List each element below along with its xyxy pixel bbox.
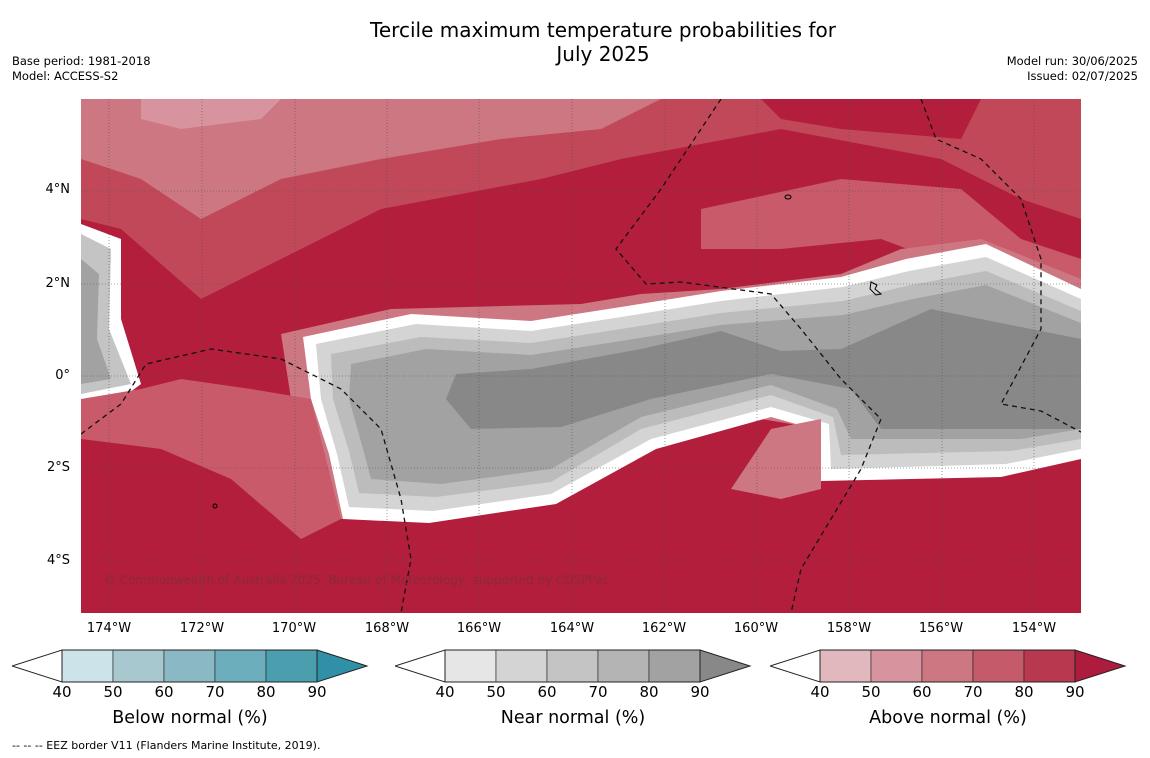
colorbar-swatch (1023, 649, 1076, 683)
near-under-arrow (395, 649, 446, 683)
below-tick-80: 80 (256, 683, 276, 701)
lon-label-164w: 164°W (549, 621, 595, 636)
above-60-band-north (81, 99, 661, 219)
near-80-core (446, 309, 1081, 429)
colorbar-near-svg (395, 649, 752, 683)
colorbar-swatch (972, 649, 1025, 683)
lon-label-172w: 172°W (179, 621, 225, 636)
above-title: Above normal (%) (869, 708, 1027, 728)
map-svg (81, 99, 1081, 613)
meta-right: Model run: 30/06/2025 Issued: 02/07/2025 (1007, 54, 1138, 84)
colorbar-swatch (819, 649, 872, 683)
below-under-arrow (12, 649, 63, 683)
model-run: Model run: 30/06/2025 (1006, 54, 1138, 68)
lon-label-162w: 162°W (641, 621, 687, 636)
near-70-west (81, 259, 111, 384)
lon-label-166w: 166°W (456, 621, 502, 636)
probability-map (81, 99, 1081, 613)
above-band-sw (81, 379, 341, 539)
lat-label-0: 0° (55, 368, 70, 383)
below-swatches (61, 649, 318, 683)
near-tick-50: 50 (486, 683, 506, 701)
colorbar-swatch (214, 649, 267, 683)
near-tick-90: 90 (690, 683, 710, 701)
above-swatches (819, 649, 1076, 683)
island-marker-north (784, 194, 792, 200)
below-over-arrow (316, 649, 369, 683)
near-tick-70: 70 (588, 683, 608, 701)
eez-borders (81, 99, 1081, 613)
above-under-arrow (770, 649, 821, 683)
lon-label-160w: 160°W (733, 621, 779, 636)
above-tick-80: 80 (1014, 683, 1034, 701)
below-tick-70: 70 (205, 683, 225, 701)
near-frame (444, 649, 701, 683)
below-frame (61, 649, 318, 683)
near-tick-80: 80 (639, 683, 659, 701)
colorbar-swatch (112, 649, 165, 683)
above-80-patch-ne (761, 99, 981, 139)
colorbar-swatch (546, 649, 599, 683)
colorbar-swatch (495, 649, 548, 683)
lat-label-2n: 2°N (45, 276, 71, 291)
below-tick-40: 40 (52, 683, 72, 701)
near-over-arrow (699, 649, 752, 683)
base-period: Base period: 1981-2018 (12, 54, 151, 68)
lon-label-170w: 170°W (271, 621, 317, 636)
lon-label-156w: 156°W (918, 621, 964, 636)
above-over-arrow (1074, 649, 1127, 683)
lon-label-154w: 154°W (1011, 621, 1057, 636)
colorbar-above-svg (770, 649, 1127, 683)
above-tick-90: 90 (1065, 683, 1085, 701)
issued-date: Issued: 02/07/2025 (1027, 69, 1138, 83)
above-tick-60: 60 (912, 683, 932, 701)
above-frame (819, 649, 1076, 683)
model-name: Model: ACCESS-S2 (12, 69, 119, 83)
above-tick-40: 40 (810, 683, 830, 701)
near-title: Near normal (%) (500, 708, 646, 728)
above-tick-70: 70 (963, 683, 983, 701)
colorbar-swatch (163, 649, 216, 683)
colorbar-swatch (870, 649, 923, 683)
lat-label-2s: 2°S (46, 460, 70, 475)
title-line-2: July 2025 (556, 42, 650, 66)
map-title: Tercile maximum temperature probabilitie… (300, 18, 906, 66)
title-line-1: Tercile maximum temperature probabilitie… (370, 18, 836, 42)
below-tick-90: 90 (307, 683, 327, 701)
above-band-south-central (731, 419, 821, 499)
near-swatches (444, 649, 701, 683)
colorbar-swatch (921, 649, 974, 683)
colorbar-swatch (61, 649, 114, 683)
lon-label-174w: 174°W (86, 621, 132, 636)
colorbar-swatch (265, 649, 318, 683)
colorbar-swatch (444, 649, 497, 683)
below-tick-50: 50 (103, 683, 123, 701)
above-50-band-north (141, 99, 281, 129)
lon-label-158w: 158°W (826, 621, 872, 636)
lat-label-4s: 4°S (46, 553, 70, 568)
island-marker-east (869, 281, 883, 296)
above-tick-50: 50 (861, 683, 881, 701)
colorbar-swatch (597, 649, 650, 683)
meta-left: Base period: 1981-2018 Model: ACCESS-S2 (12, 54, 151, 84)
eez-footnote: -- -- -- EEZ border V11 (Flanders Marine… (12, 739, 321, 752)
lat-label-4n: 4°N (45, 182, 71, 197)
colorbar-below-svg (12, 649, 369, 683)
lon-label-168w: 168°W (364, 621, 410, 636)
near-tick-40: 40 (435, 683, 455, 701)
island-marker-southwest (212, 503, 218, 509)
below-tick-60: 60 (154, 683, 174, 701)
colorbar-swatch (648, 649, 701, 683)
below-title: Below normal (%) (112, 708, 268, 728)
near-tick-60: 60 (537, 683, 557, 701)
copyright-notice: © Commonwealth of Australia 2025, Bureau… (104, 573, 610, 587)
